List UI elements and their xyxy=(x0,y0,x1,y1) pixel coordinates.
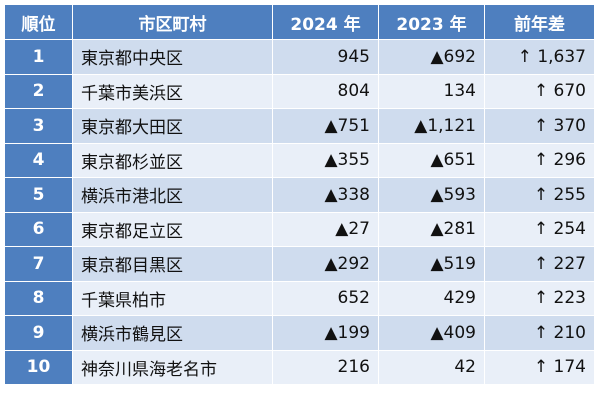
city-cell: 千葉県柏市 xyxy=(72,280,273,316)
city-cell: 横浜市港北区 xyxy=(72,177,273,213)
city-cell: 東京都杉並区 xyxy=(72,142,273,178)
value-2024-cell: 652 xyxy=(272,280,379,316)
rank-cell: 1 xyxy=(4,39,73,75)
table-header-row: 順位 市区町村 2024 年 2023 年 前年差 xyxy=(4,4,595,40)
diff-cell: ↑ 1,637 xyxy=(484,39,595,75)
header-2023: 2023 年 xyxy=(378,4,485,40)
diff-cell: ↑ 227 xyxy=(484,246,595,282)
value-2024-cell: ▲338 xyxy=(272,177,379,213)
value-2023-cell: ▲1,121 xyxy=(378,108,485,144)
value-2023-cell: 134 xyxy=(378,73,485,109)
table-row: 7 東京都目黒区 ▲292 ▲519 ↑ 227 xyxy=(4,246,595,282)
rank-cell: 4 xyxy=(4,142,73,178)
table-row: 2 千葉市美浜区 804 134 ↑ 670 xyxy=(4,73,595,109)
header-rank: 順位 xyxy=(4,4,73,40)
diff-cell: ↑ 174 xyxy=(484,349,595,385)
diff-cell: ↑ 670 xyxy=(484,73,595,109)
value-2024-cell: ▲292 xyxy=(272,246,379,282)
city-cell: 横浜市鶴見区 xyxy=(72,315,273,351)
rank-cell: 5 xyxy=(4,177,73,213)
table-row: 3 東京都大田区 ▲751 ▲1,121 ↑ 370 xyxy=(4,108,595,144)
diff-cell: ↑ 210 xyxy=(484,315,595,351)
table-row: 10 神奈川県海老名市 216 42 ↑ 174 xyxy=(4,349,595,385)
diff-cell: ↑ 370 xyxy=(484,108,595,144)
value-2023-cell: 429 xyxy=(378,280,485,316)
header-2024: 2024 年 xyxy=(272,4,379,40)
rank-cell: 3 xyxy=(4,108,73,144)
table-row: 1 東京都中央区 945 ▲692 ↑ 1,637 xyxy=(4,39,595,75)
ranking-table: 順位 市区町村 2024 年 2023 年 前年差 1 東京都中央区 945 ▲… xyxy=(4,4,595,385)
value-2024-cell: 945 xyxy=(272,39,379,75)
city-cell: 神奈川県海老名市 xyxy=(72,349,273,385)
value-2023-cell: ▲409 xyxy=(378,315,485,351)
rank-cell: 10 xyxy=(4,349,73,385)
rank-cell: 8 xyxy=(4,280,73,316)
rank-cell: 7 xyxy=(4,246,73,282)
rank-cell: 2 xyxy=(4,73,73,109)
value-2023-cell: ▲593 xyxy=(378,177,485,213)
value-2024-cell: 216 xyxy=(272,349,379,385)
city-cell: 東京都大田区 xyxy=(72,108,273,144)
diff-cell: ↑ 223 xyxy=(484,280,595,316)
diff-cell: ↑ 255 xyxy=(484,177,595,213)
value-2023-cell: ▲281 xyxy=(378,211,485,247)
table-row: 8 千葉県柏市 652 429 ↑ 223 xyxy=(4,280,595,316)
ranking-table-container: 順位 市区町村 2024 年 2023 年 前年差 1 東京都中央区 945 ▲… xyxy=(4,4,595,385)
value-2023-cell: ▲692 xyxy=(378,39,485,75)
value-2024-cell: ▲355 xyxy=(272,142,379,178)
city-cell: 東京都目黒区 xyxy=(72,246,273,282)
table-row: 4 東京都杉並区 ▲355 ▲651 ↑ 296 xyxy=(4,142,595,178)
value-2024-cell: ▲199 xyxy=(272,315,379,351)
city-cell: 東京都足立区 xyxy=(72,211,273,247)
table-row: 5 横浜市港北区 ▲338 ▲593 ↑ 255 xyxy=(4,177,595,213)
diff-cell: ↑ 254 xyxy=(484,211,595,247)
rank-cell: 9 xyxy=(4,315,73,351)
value-2024-cell: 804 xyxy=(272,73,379,109)
table-row: 6 東京都足立区 ▲27 ▲281 ↑ 254 xyxy=(4,211,595,247)
city-cell: 千葉市美浜区 xyxy=(72,73,273,109)
diff-cell: ↑ 296 xyxy=(484,142,595,178)
value-2023-cell: ▲519 xyxy=(378,246,485,282)
value-2023-cell: 42 xyxy=(378,349,485,385)
rank-cell: 6 xyxy=(4,211,73,247)
value-2023-cell: ▲651 xyxy=(378,142,485,178)
table-row: 9 横浜市鶴見区 ▲199 ▲409 ↑ 210 xyxy=(4,315,595,351)
city-cell: 東京都中央区 xyxy=(72,39,273,75)
value-2024-cell: ▲27 xyxy=(272,211,379,247)
value-2024-cell: ▲751 xyxy=(272,108,379,144)
header-diff: 前年差 xyxy=(484,4,595,40)
header-city: 市区町村 xyxy=(72,4,273,40)
